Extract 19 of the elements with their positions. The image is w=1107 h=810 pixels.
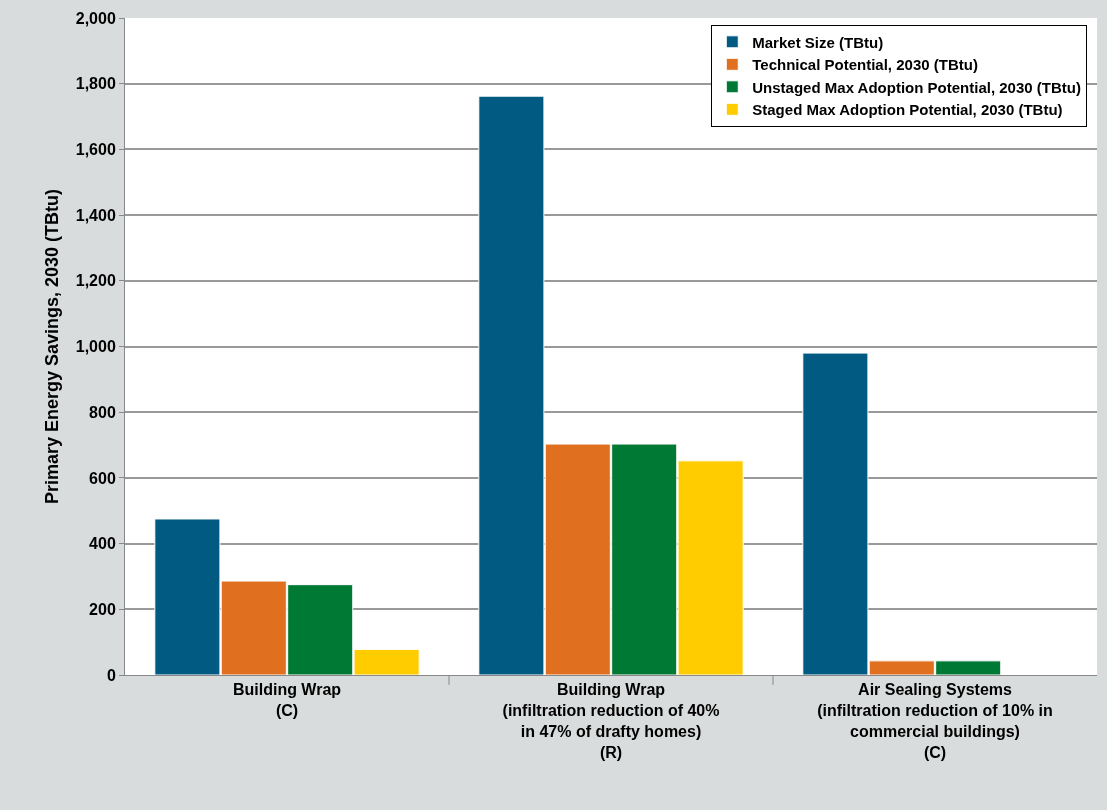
y-tick-label: 1,400 [75,206,116,224]
legend-label: Staged Max Adoption Potential, 2030 (TBtu) [752,101,1063,119]
x-tick-label: Building Wrap (infiltration reduction of 40% in 47% of drafty homes) (R) [502,681,720,761]
y-tick-label: 1,600 [75,141,116,158]
legend-label: Technical Potential, 2030 (TBtu) [752,56,978,74]
y-tick-label: 2,000 [75,9,116,27]
y-tick-label: 600 [89,469,116,487]
legend-label: Unstaged Max Adoption Potential, 2030 (TBtu) [752,78,1081,96]
y-tick-label: 800 [89,403,116,421]
y-tick-label: 200 [89,600,116,618]
y-tick-label: 400 [89,535,116,553]
y-tick-label: 0 [106,666,116,684]
y-tick-label: 1,000 [75,338,116,356]
x-tick-label: Air Sealing Systems (infiltration reduction of 10% in commercial buildings) (C) [817,681,1053,761]
legend-label: Market Size (TBtu) [752,33,884,51]
x-tick-label: Building Wrap (C) [232,681,342,719]
y-axis-title: Primary Energy Savings, 2030 (TBtu) [41,188,62,505]
y-tick-label: 1,800 [75,75,116,93]
y-tick-label: 1,200 [75,272,116,290]
